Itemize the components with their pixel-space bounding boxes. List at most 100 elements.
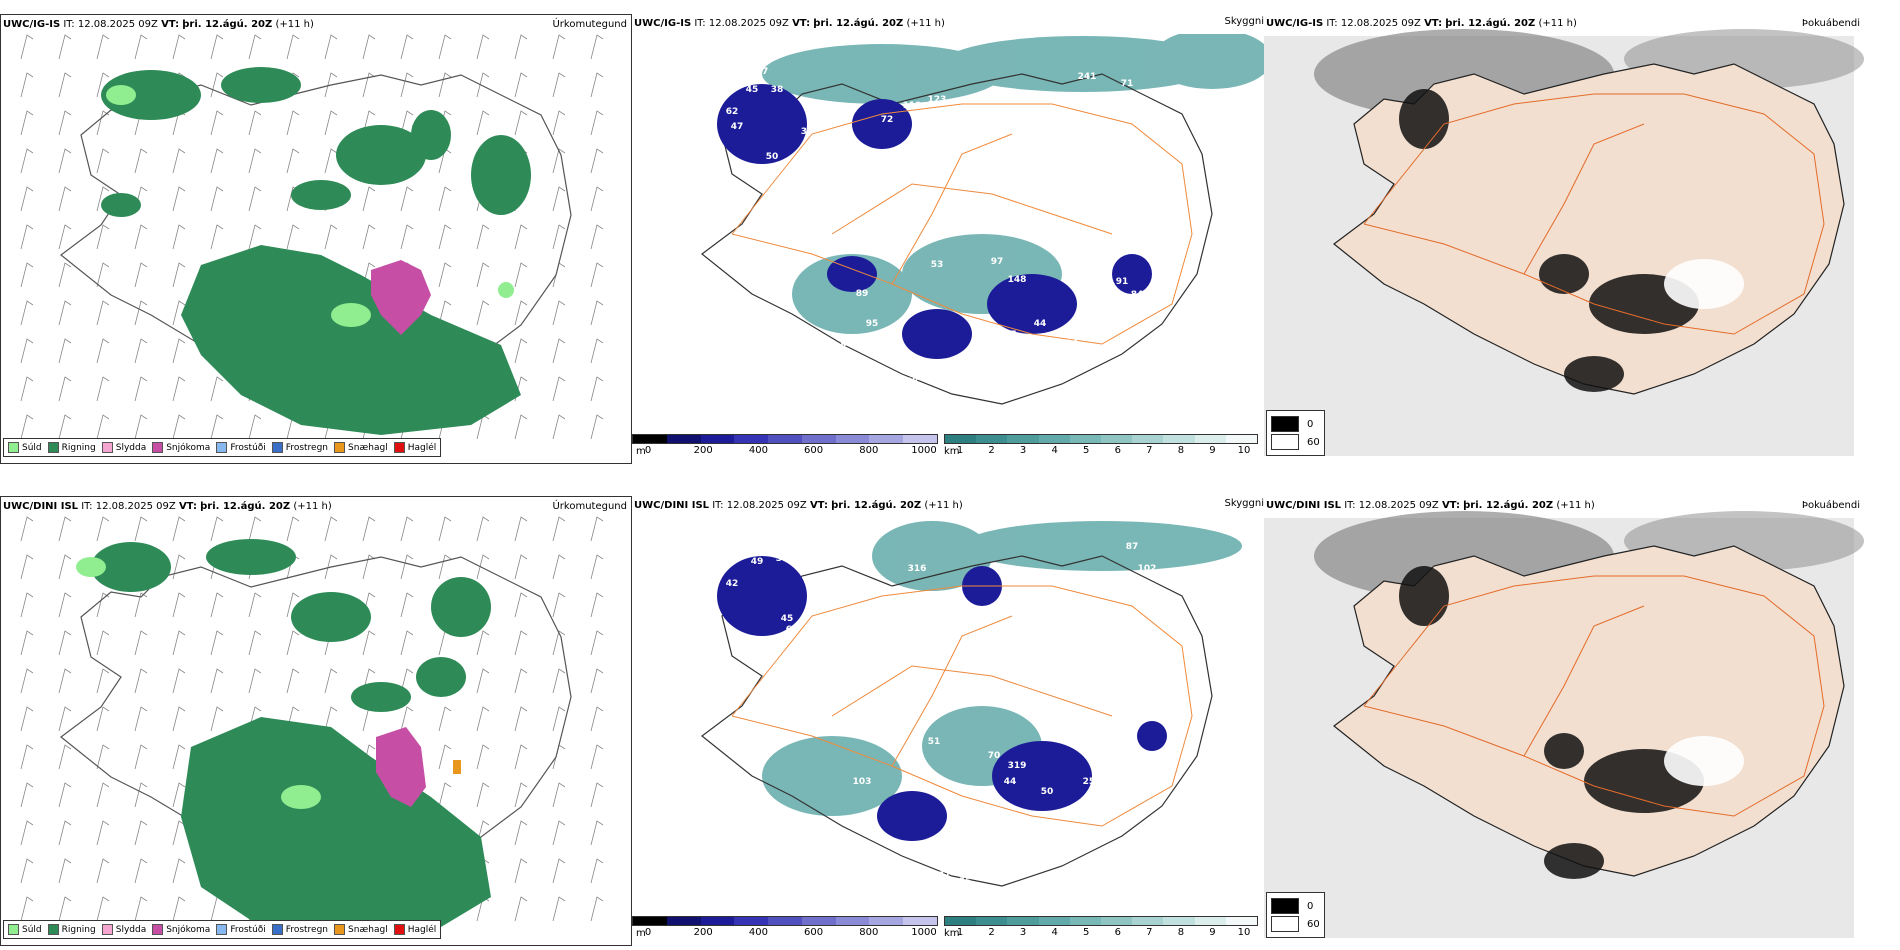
wind-barb	[96, 668, 110, 694]
wind-barb	[210, 110, 224, 136]
wind-barb	[590, 148, 604, 174]
legend-label: Snjókoma	[166, 924, 211, 935]
wind-barb	[324, 148, 338, 174]
wind-barb	[438, 34, 452, 60]
peak-label: 33	[816, 586, 829, 596]
wind-barb	[552, 34, 566, 60]
colorbar-tick: 1	[956, 927, 964, 938]
wind-barb	[172, 300, 186, 326]
legend-label: Slydda	[115, 442, 147, 453]
peak-label: 123	[928, 95, 947, 105]
peak-label: 72	[881, 115, 894, 125]
colorbar-tick: 5	[1083, 927, 1090, 938]
wind-barb	[590, 262, 604, 288]
wind-barb	[134, 896, 148, 922]
wind-barb	[590, 414, 604, 440]
peak-label: 39	[934, 399, 947, 409]
wind-barb	[514, 744, 528, 770]
wind-barb	[58, 592, 72, 618]
wind-barb	[476, 782, 490, 808]
wind-barb	[514, 820, 528, 846]
roads	[1363, 93, 1825, 335]
wind-barb	[552, 554, 566, 580]
wind-barb	[58, 186, 72, 212]
legend-item: Frostregn	[271, 442, 329, 453]
wind-barb	[514, 668, 528, 694]
legend-label: Frostregn	[285, 442, 329, 453]
legend-label: Frostregn	[285, 924, 329, 935]
peak-label: 37	[776, 554, 789, 564]
legend-label: Frostúði	[230, 442, 266, 453]
wind-barb	[58, 300, 72, 326]
wind-barb	[58, 706, 72, 732]
peak-label: 55	[931, 372, 944, 382]
legend-swatch	[152, 924, 164, 935]
wind-barb	[438, 224, 452, 250]
wind-barb	[134, 224, 148, 250]
colorbar-tick: 7	[1146, 445, 1153, 456]
wind-barb	[172, 516, 186, 542]
wind-barb	[134, 820, 148, 846]
wind-barb	[20, 148, 34, 174]
legend-swatch	[216, 924, 228, 935]
wind-barb	[20, 72, 34, 98]
panel-title: Þokuábendi	[1801, 18, 1860, 29]
wind-barb	[590, 782, 604, 808]
wind-barb	[552, 782, 566, 808]
wind-barb	[96, 896, 110, 922]
peak-label: 48	[916, 362, 929, 372]
peak-label: 103	[853, 777, 872, 787]
legend-item: Haglél	[393, 442, 436, 453]
wind-barb	[590, 630, 604, 656]
height-unit: m	[636, 928, 646, 939]
wind-barb	[514, 782, 528, 808]
wind-barb	[96, 706, 110, 732]
legend-label: Haglél	[407, 924, 437, 935]
fog-legend-swatch	[1271, 416, 1299, 432]
wind-barb	[324, 554, 338, 580]
wind-barb	[286, 110, 300, 136]
legend-swatch	[271, 924, 283, 935]
legend-label: Slydda	[115, 924, 147, 935]
wind-barb	[514, 706, 528, 732]
peak-label: 50	[1041, 787, 1054, 797]
wind-barb	[514, 414, 528, 440]
legend-item: Rigning	[47, 442, 96, 453]
height-unit: m	[636, 446, 646, 457]
wind-barb	[210, 224, 224, 250]
legend-swatch	[393, 924, 405, 935]
wind-barb	[58, 896, 72, 922]
wind-barb	[58, 34, 72, 60]
legend-item: Snjókoma	[152, 924, 210, 935]
snow-area	[371, 260, 431, 335]
wind-barb	[476, 110, 490, 136]
wind-barb	[172, 630, 186, 656]
peak-label: 89	[856, 289, 869, 299]
legend-item: Slydda	[101, 924, 147, 935]
visibility-unit: km	[944, 446, 960, 457]
wind-barb	[210, 706, 224, 732]
colorbar-tick: 10	[1237, 927, 1251, 938]
colorbar-tick: 6	[1114, 927, 1121, 938]
wind-barb	[20, 110, 34, 136]
wind-barb	[58, 414, 72, 440]
peak-label: 85	[876, 602, 889, 612]
fog-panel-bottom: UWC/DINI ISL IT: 12.08.2025 09Z VT: þri.…	[1264, 496, 1900, 946]
wind-barb	[476, 516, 490, 542]
precip-legend: Súld Rigning Slydda Snjókoma Frostúði Frostre…	[3, 920, 442, 939]
wind-barb	[210, 592, 224, 618]
wind-barb	[20, 300, 34, 326]
wind-barb	[438, 554, 452, 580]
wind-barb	[438, 72, 452, 98]
wind-barb	[172, 376, 186, 402]
wind-barb	[20, 554, 34, 580]
wind-barb	[590, 300, 604, 326]
wind-barb	[476, 554, 490, 580]
wind-barb	[96, 148, 110, 174]
legend-label: Snjókoma	[166, 442, 211, 453]
wind-barb	[134, 592, 148, 618]
peak-label: 50	[766, 152, 779, 162]
wind-barb	[210, 630, 224, 656]
peak-label: 75	[796, 354, 809, 364]
wind-barb	[438, 706, 452, 732]
